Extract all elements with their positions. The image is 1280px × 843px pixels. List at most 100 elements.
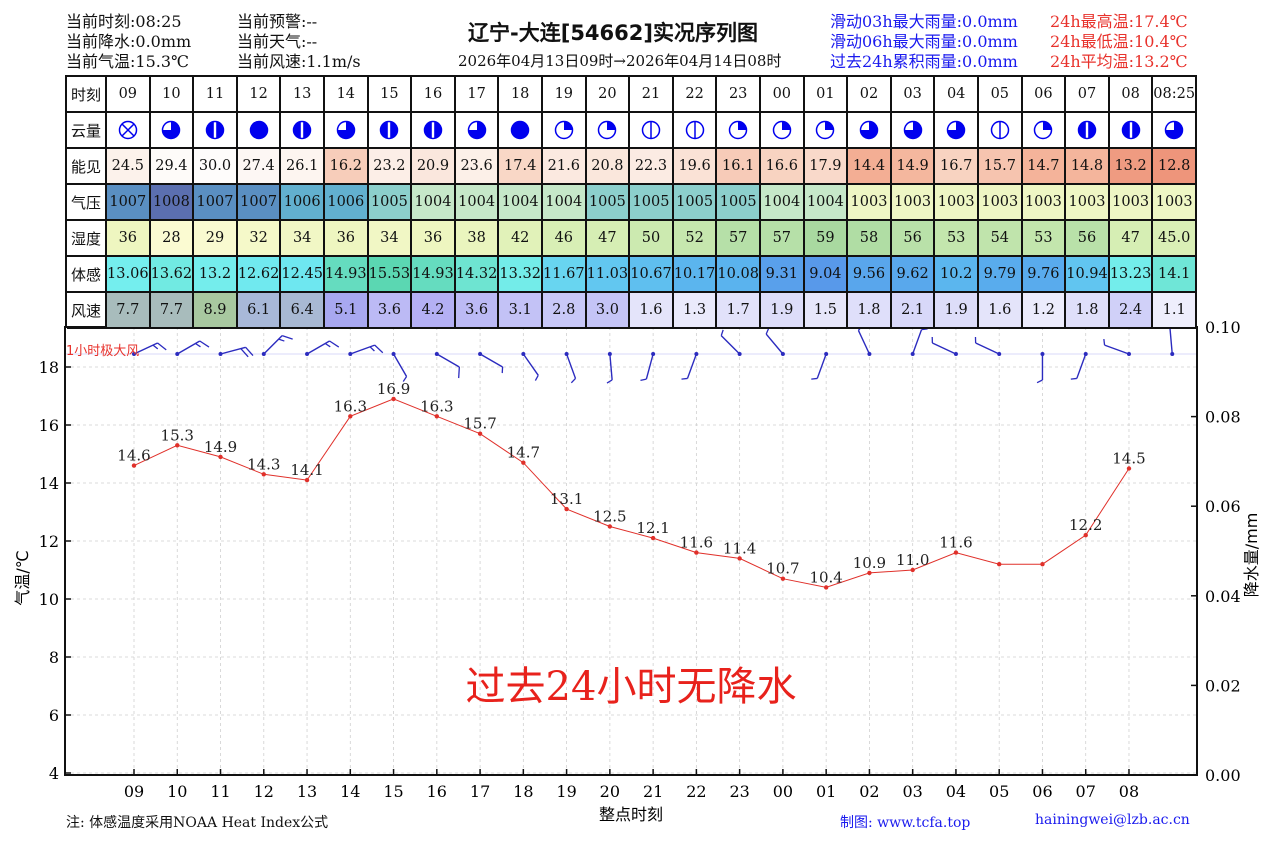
cloud-cover-icon [543, 113, 587, 149]
visibility-cell: 23.2 [368, 149, 413, 185]
row-label-feels-like: 体感 [67, 257, 107, 293]
time-cell: 01 [804, 77, 849, 113]
temperature-label: 14.6 [117, 447, 150, 465]
x-tick-label: 18 [513, 782, 533, 801]
feels-like-cell: 14.93 [412, 257, 456, 293]
humidity-cell: 42 [499, 221, 543, 257]
temperature-label: 12.5 [593, 508, 626, 526]
time-cell: 09 [107, 77, 151, 113]
y2-tick-label: 0.00 [1205, 766, 1241, 785]
page-title: 辽宁-大连[54662]实况序列图 [468, 21, 758, 45]
cloud-cover-icon [979, 113, 1023, 149]
y2-tick-label: 0.10 [1205, 318, 1241, 337]
y-tick-label: 6 [49, 706, 59, 725]
time-cell: 22 [673, 77, 718, 113]
wind-speed-cell: 1.6 [979, 293, 1023, 329]
row-label-wind-speed: 风速 [67, 293, 107, 329]
email-link[interactable]: hainingwei@lzb.ac.cn [1035, 812, 1190, 828]
feels-like-cell: 12.62 [237, 257, 282, 293]
wind-barb-icon [974, 336, 1002, 356]
visibility-cell: 16.2 [325, 149, 369, 185]
x-tick-label: 10 [167, 782, 187, 801]
wind-barb-icon [478, 352, 504, 374]
temperature-point [1040, 562, 1045, 567]
humidity-cell: 38 [455, 221, 500, 257]
y-tick-label: 4 [49, 764, 59, 783]
feels-like-cell: 9.31 [761, 257, 805, 293]
pressure-cell: 1007 [107, 185, 151, 221]
wind-speed-cell: 1.3 [673, 293, 718, 329]
wind-barb-icon [348, 344, 384, 356]
humidity-cell: 36 [412, 221, 456, 257]
wind-speed-cell: 7.7 [107, 293, 151, 329]
cloud-cover-icon [412, 113, 456, 149]
temperature-label: 15.3 [161, 426, 194, 444]
cloud-cover-icon [368, 113, 413, 149]
temperature-label: 11.6 [939, 534, 972, 552]
cloud-cover-icon [194, 113, 238, 149]
y-tick-label: 12 [39, 532, 59, 551]
temperature-label: 14.7 [507, 444, 540, 462]
cloud-cover-icon [1153, 113, 1197, 149]
humidity-cell: 46 [543, 221, 587, 257]
time-cell: 08:25 [1153, 77, 1197, 113]
feels-like-cell: 13.06 [107, 257, 151, 293]
wind-speed-cell: 1.8 [848, 293, 892, 329]
humidity-cell: 59 [804, 221, 849, 257]
pressure-cell: 1003 [848, 185, 892, 221]
time-cell: 02 [848, 77, 892, 113]
row-label-humidity: 湿度 [67, 221, 107, 257]
temperature-label: 10.7 [766, 560, 799, 578]
x-tick-label: 15 [383, 782, 403, 801]
wind-barb-icon [681, 352, 699, 380]
pressure-cell: 1004 [543, 185, 587, 221]
visibility-cell: 16.7 [935, 149, 979, 185]
temperature-point [650, 535, 656, 541]
wind-speed-cell: 1.1 [1153, 293, 1197, 329]
temperature-point [867, 570, 872, 576]
temperature-label: 11.4 [723, 539, 756, 557]
x-tick-label: 08 [1119, 782, 1139, 801]
pressure-cell: 1003 [891, 185, 936, 221]
feels-like-cell: 15.53 [368, 257, 413, 293]
wind-speed-cell: 7.7 [150, 293, 195, 329]
wind-barb-icon [521, 352, 539, 381]
cloud-cover-icon [804, 113, 849, 149]
current-info: 当前时刻:08:25 当前降水:0.0mm 当前气温:15.3℃ [66, 12, 191, 72]
temp-max: 24h最高温:17.4℃ [1050, 12, 1188, 31]
cloud-cover-icon [586, 113, 631, 149]
wind-speed-cell: 2.1 [891, 293, 936, 329]
cloud-cover-icon [761, 113, 805, 149]
cloud-cover-icon [237, 113, 282, 149]
humidity-cell: 57 [717, 221, 761, 257]
x-axis-label: 整点时刻 [599, 805, 663, 824]
wind-speed-cell: 4.2 [412, 293, 456, 329]
footer-note: 注: 体感温度采用NOAA Heat Index公式 [66, 815, 329, 831]
row-label-visibility: 能见 [67, 149, 107, 185]
temperature-point [780, 576, 786, 581]
visibility-cell: 17.9 [804, 149, 849, 185]
time-cell: 13 [281, 77, 325, 113]
y2-axis-label: 降水量/mm [1242, 513, 1261, 598]
visibility-cell: 13.2 [1109, 149, 1154, 185]
visibility-cell: 23.6 [455, 149, 500, 185]
maker-link[interactable]: 制图: www.tcfa.top [840, 815, 971, 831]
wind-barb-icon [931, 336, 958, 356]
humidity-cell: 34 [368, 221, 413, 257]
wind-speed-cell: 8.9 [194, 293, 238, 329]
humidity-cell: 52 [673, 221, 718, 257]
wind-barb-icon [765, 328, 785, 356]
temp-min: 24h最低温:10.4℃ [1050, 32, 1188, 51]
temperature-label: 16.3 [420, 397, 453, 415]
x-tick-label: 07 [1076, 782, 1096, 801]
time-cell: 03 [891, 77, 936, 113]
wind-speed-cell: 1.8 [1066, 293, 1110, 329]
x-tick-label: 04 [946, 782, 966, 801]
time-cell: 08 [1109, 77, 1154, 113]
visibility-cell: 14.8 [1066, 149, 1110, 185]
wind-speed-cell: 3.1 [499, 293, 543, 329]
temperature-point [304, 477, 310, 483]
feels-like-cell: 10.17 [673, 257, 718, 293]
visibility-cell: 12.8 [1153, 149, 1197, 185]
visibility-cell: 30.0 [194, 149, 238, 185]
